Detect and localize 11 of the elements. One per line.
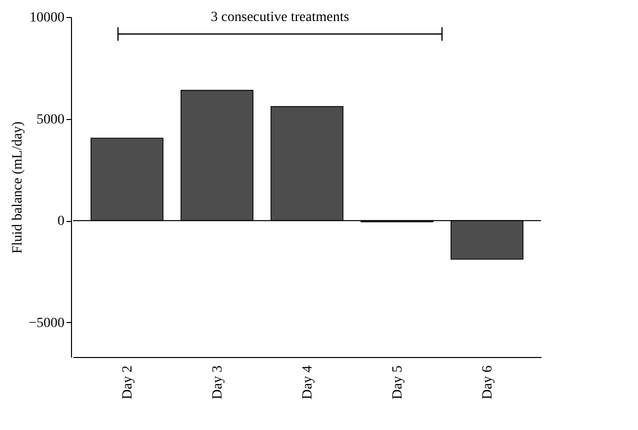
y-tick-label: 0 [58,214,64,230]
y-tick-label: −5000 [28,316,64,331]
x-tick-label: Day 3 [210,366,226,400]
y-tick-label: 10000 [30,10,64,26]
annotation: 3 consecutive treatments [210,10,350,25]
x-tick-label: Day 4 [300,366,316,400]
x-tick-label: Day 2 [120,366,136,400]
x-tick-label: Day 5 [390,366,406,400]
y-axis-title: Fluid balance (mL/day) [10,121,26,254]
x-tick-label: Day 6 [480,366,496,400]
y-tick-label: 5000 [36,112,64,128]
